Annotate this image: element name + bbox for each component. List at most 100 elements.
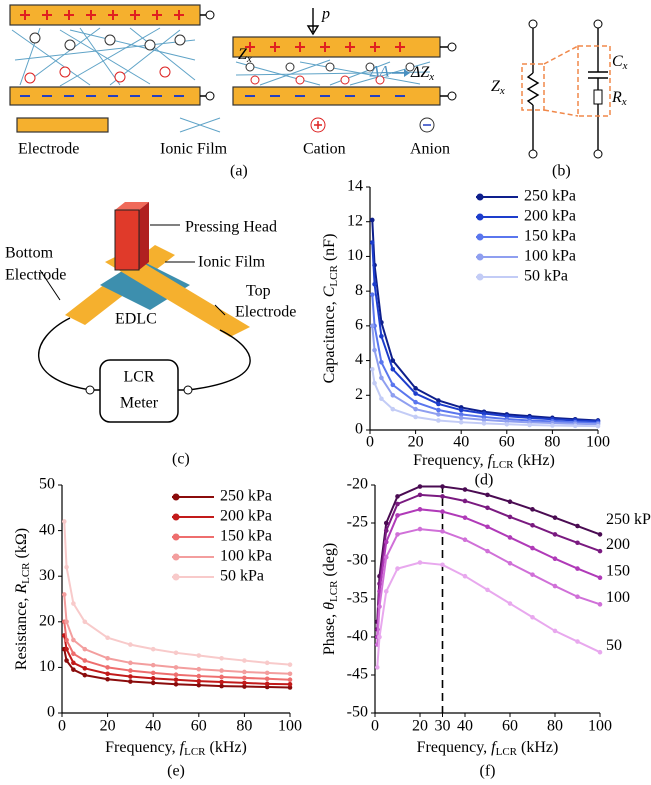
panel-label: (d) (475, 472, 494, 489)
x-tick-label: 60 (191, 718, 207, 735)
diagram-b: Zx Cx Rx (b) (491, 19, 628, 180)
data-point (242, 680, 247, 686)
y-tick-label: 12 (347, 212, 363, 229)
panel-label: (b) (552, 163, 571, 180)
label-part: LCR (328, 580, 340, 602)
y-tick-label: -20 (347, 476, 368, 493)
legend-fiber (179, 117, 221, 133)
data-point (395, 566, 400, 571)
electrode (9, 86, 201, 106)
data-point (128, 668, 133, 673)
data-point (575, 540, 580, 546)
label-part: Frequency, (417, 739, 492, 756)
x-tick-label: 40 (453, 434, 469, 451)
data-point (369, 366, 375, 372)
y-axis-label: Resistance, RLCR (kΩ) (13, 528, 32, 670)
data-point (575, 594, 580, 600)
data-point (458, 412, 464, 417)
y-tick-label: 6 (355, 317, 363, 334)
legend-label: 150 kPa (220, 528, 272, 545)
data-point (128, 642, 133, 647)
data-point (82, 672, 88, 678)
data-point (395, 513, 400, 518)
data-point (379, 375, 384, 381)
label: Electrode (235, 304, 296, 321)
x-tick-label: 100 (278, 718, 302, 735)
data-point (379, 333, 384, 339)
legend-label: 200 kPa (220, 508, 272, 525)
legend-marker (172, 533, 180, 541)
data-point (417, 507, 423, 512)
data-point (575, 566, 580, 571)
data-point (61, 592, 67, 597)
data-point (377, 634, 382, 640)
data-point (264, 676, 270, 682)
data-point (481, 411, 487, 416)
data-point (219, 683, 224, 689)
data-point (507, 535, 513, 540)
legend-label: 100 kPa (524, 248, 576, 265)
data-point (196, 682, 202, 688)
data-point (150, 646, 156, 652)
data-point (383, 554, 389, 560)
data-point (173, 672, 179, 677)
data-point (71, 660, 76, 666)
label-part: Capacitance, (321, 297, 338, 383)
electrode (232, 36, 441, 58)
label-part: Frequency, (413, 452, 488, 469)
data-point (219, 674, 224, 680)
data-point (383, 528, 389, 533)
label-part: R (13, 584, 30, 595)
data-point (379, 360, 384, 365)
data-point (64, 619, 69, 625)
data-point (440, 484, 445, 489)
data-point (64, 564, 69, 570)
resistor (593, 89, 603, 105)
legend-marker (476, 213, 484, 221)
data-point (552, 583, 558, 589)
data-point (390, 366, 396, 372)
label-part: C (321, 286, 338, 297)
data-point (369, 217, 375, 223)
data-point (128, 660, 133, 666)
panel-label: (c) (172, 451, 190, 468)
electrode (9, 4, 201, 26)
label-part: (kHz) (517, 739, 558, 756)
data-point (82, 619, 88, 625)
label-part: LCR (328, 265, 340, 287)
circuit (588, 28, 608, 150)
data-point (64, 646, 69, 652)
data-point (440, 494, 445, 499)
legend-label: 50 kPa (524, 268, 568, 285)
data-point (287, 671, 293, 677)
data-point (150, 670, 156, 676)
label-part: LCR (496, 746, 518, 758)
data-point (287, 681, 293, 687)
data-point (413, 406, 418, 412)
legend-label: Cation (303, 141, 346, 158)
data-point (242, 675, 247, 681)
legend-marker (476, 253, 484, 261)
data-point (481, 417, 487, 423)
y-tick-label: 50 (39, 476, 55, 493)
data-point (64, 658, 69, 663)
data-point (530, 507, 535, 512)
x-tick-label: 80 (544, 434, 560, 451)
top-electrode (105, 252, 250, 337)
data-point (462, 515, 468, 520)
x-tick-label: 30 (435, 718, 451, 735)
data-point (597, 532, 603, 537)
axis (374, 485, 600, 714)
data-point (436, 398, 441, 403)
legend-marker (172, 493, 180, 501)
legend-marker (172, 573, 180, 581)
x-tick-label: 20 (412, 718, 428, 735)
label-part: LCR (20, 562, 32, 584)
label-part: f (488, 452, 495, 469)
y-tick-label: 10 (39, 658, 55, 675)
data-point (504, 421, 510, 427)
legend-label: 50 kPa (220, 568, 264, 585)
diagram-c: Pressing Head Ionic Film Bottom Electrod… (5, 202, 296, 468)
data-point (173, 650, 179, 656)
data-point (550, 423, 555, 428)
